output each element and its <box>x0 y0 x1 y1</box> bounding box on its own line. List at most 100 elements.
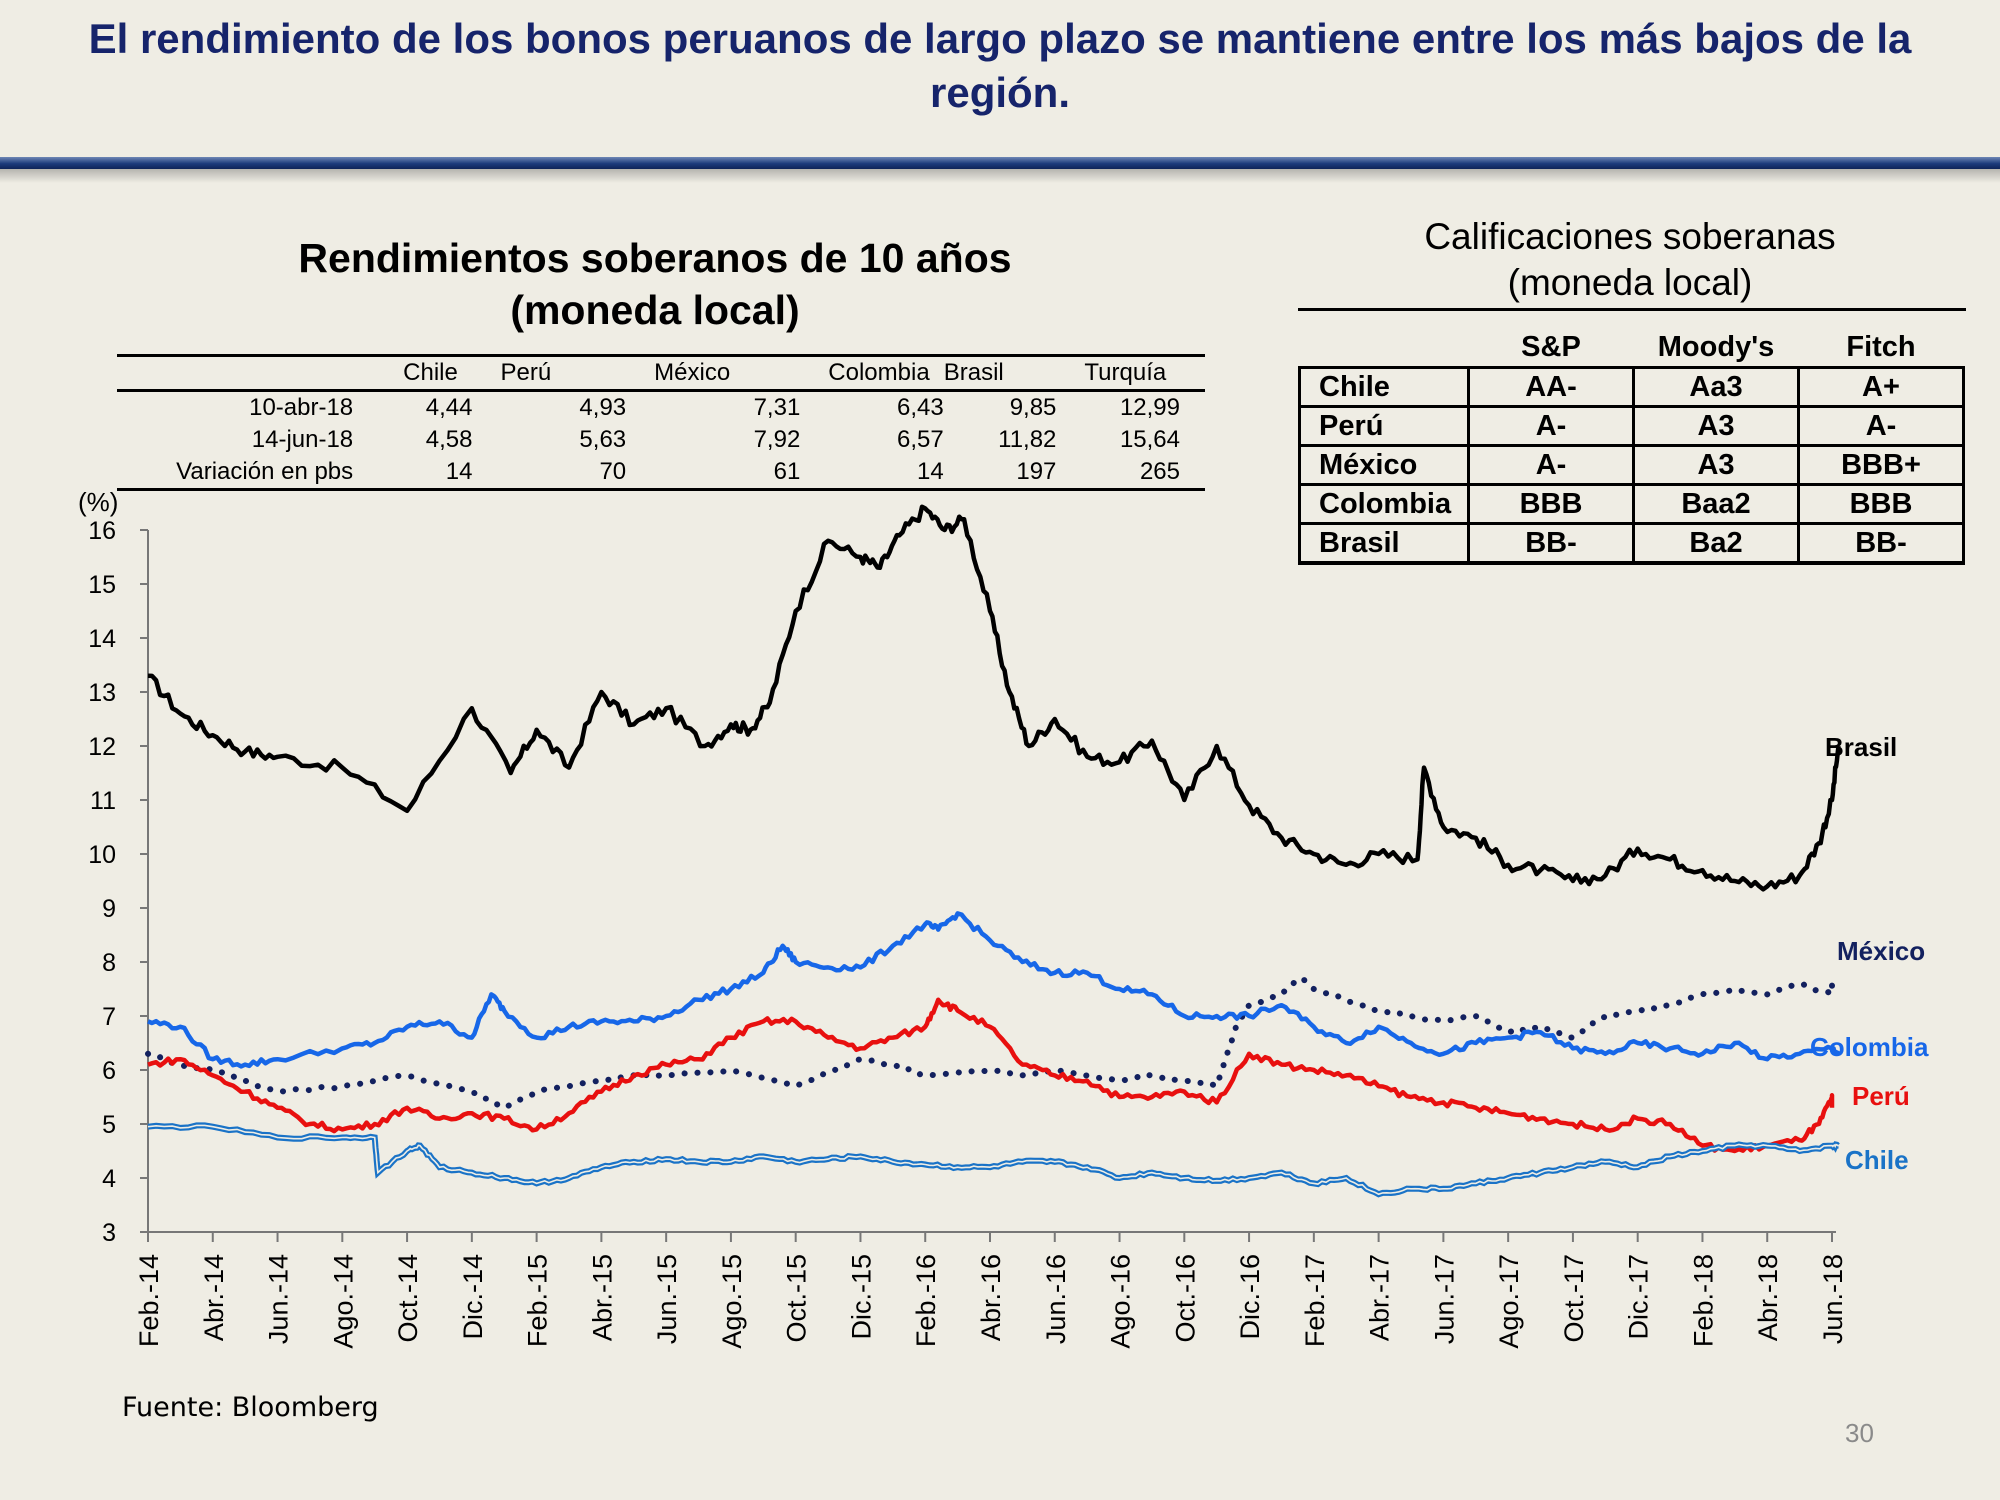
series-label-chile: Chile <box>1845 1145 1909 1175</box>
yield-cell: 12,99 <box>1119 394 1180 421</box>
yield-col-header: Brasil <box>943 359 1004 386</box>
ratings-country: Chile <box>1298 366 1470 408</box>
y-tick-label: 16 <box>88 517 116 545</box>
series-label-per: Perú <box>1852 1081 1910 1111</box>
ratings-row: Perú A- A3 A- <box>1298 405 1965 447</box>
yield-cell: 6,57 <box>897 426 944 453</box>
x-tick-label: Jun.-14 <box>264 1254 294 1344</box>
yield-col-header: Chile <box>403 359 458 386</box>
ratings-cell: A- <box>1797 405 1965 447</box>
series-line-colombia <box>147 911 1841 1069</box>
yield-cell: 197 <box>1016 458 1057 485</box>
ratings-row: Brasil BB- Ba2 BB- <box>1298 522 1965 565</box>
ratings-cell: BBB <box>1467 483 1635 525</box>
yield-table-row: 14-jun-18 4,58 5,63 7,92 6,57 11,82 15,6… <box>117 424 1205 456</box>
ratings-table: S&P Moody's Fitch Chile AA- Aa3 A+ Perú … <box>1298 328 1965 565</box>
ratings-cell: BB- <box>1797 522 1965 565</box>
x-tick-label: Jun.-18 <box>1818 1254 1848 1344</box>
slide-title: El rendimiento de los bonos peruanos de … <box>88 15 1912 116</box>
yield-table-row: 10-abr-18 4,44 4,93 7,31 6,43 9,85 12,99 <box>117 391 1205 425</box>
ratings-cell: A- <box>1467 444 1635 486</box>
y-tick-label: 13 <box>88 679 116 707</box>
yield-cell: 4,58 <box>425 426 473 453</box>
ratings-cell: A- <box>1467 405 1635 447</box>
title-divider-shadow <box>0 169 2000 183</box>
series-label-mxico: México <box>1837 936 1925 966</box>
y-tick-label: 9 <box>102 895 116 923</box>
x-tick-label: Jun.-15 <box>652 1254 682 1344</box>
ratings-cell: BBB <box>1797 483 1965 525</box>
source-note: Fuente: Bloomberg <box>122 1392 379 1423</box>
x-tick-label: Dic.-17 <box>1624 1254 1654 1340</box>
x-tick-label: Ago.-16 <box>1106 1254 1136 1349</box>
ratings-agency-header: Fitch <box>1846 330 1916 363</box>
x-tick-label: Feb.-17 <box>1300 1254 1330 1347</box>
yield-col-header: Perú <box>500 359 552 386</box>
x-tick-label: Abr.-14 <box>199 1254 229 1341</box>
x-tick-label: Dic.-15 <box>846 1254 876 1340</box>
chart-title-line2: (moneda local) <box>510 287 800 333</box>
yield-row-label: 14-jun-18 <box>251 426 354 453</box>
ratings-cell: BBB+ <box>1797 444 1965 486</box>
ratings-cell: A3 <box>1632 405 1800 447</box>
x-tick-label: Ago.-15 <box>717 1254 747 1349</box>
ratings-title-line1: Calificaciones soberanas <box>1424 216 1836 257</box>
ratings-cell: AA- <box>1467 366 1635 408</box>
x-tick-label: Abr.-18 <box>1753 1254 1783 1341</box>
series-line-inner-chile <box>147 1124 1839 1196</box>
ratings-cell: Aa3 <box>1632 366 1800 408</box>
title-divider-bar <box>0 157 2000 169</box>
x-tick-label: Feb.-14 <box>134 1254 164 1347</box>
ratings-agency-header: S&P <box>1521 330 1581 363</box>
series-line-mxico <box>145 974 1835 1111</box>
yield-cell: 14 <box>917 458 944 485</box>
y-tick-label: 8 <box>102 949 116 977</box>
yield-cell: 15,64 <box>1119 426 1180 453</box>
y-tick-label: 15 <box>88 571 116 599</box>
ratings-country: Colombia <box>1298 483 1470 525</box>
x-tick-label: Oct.-15 <box>782 1254 812 1343</box>
ratings-cell: Ba2 <box>1632 522 1800 565</box>
ratings-header: S&P Moody's Fitch <box>1300 328 1964 368</box>
x-tick-label: Oct.-17 <box>1559 1254 1589 1343</box>
series-label-brasil: Brasil <box>1825 732 1897 762</box>
x-tick-label: Dic.-16 <box>1235 1254 1265 1340</box>
series-line-per <box>147 997 1835 1154</box>
y-tick-label: 12 <box>88 733 116 761</box>
yield-col-header: México <box>654 359 731 386</box>
yield-cell: 7,92 <box>753 426 801 453</box>
x-tick-label: Feb.-18 <box>1688 1254 1718 1347</box>
yield-col-header: Colombia <box>828 359 930 386</box>
ratings-cell: A+ <box>1797 366 1965 408</box>
chart-title-line1: Rendimientos soberanos de 10 años <box>298 235 1012 281</box>
x-tick-label: Abr.-16 <box>976 1254 1006 1341</box>
ratings-cell: BB- <box>1467 522 1635 565</box>
yield-col-header: Turquía <box>1084 359 1167 386</box>
ratings-country: Brasil <box>1298 522 1470 565</box>
y-axis-label: (%) <box>78 487 118 517</box>
y-tick-label: 11 <box>90 787 116 815</box>
y-tick-label: 10 <box>88 841 116 869</box>
page-number: 30 <box>1845 1418 1874 1448</box>
chart-title: Rendimientos soberanos de 10 años (moned… <box>160 232 1150 336</box>
ratings-title-line2: (moneda local) <box>1507 262 1753 303</box>
y-tick-label: 7 <box>102 1003 116 1031</box>
yield-cell: 265 <box>1139 458 1180 485</box>
yield-cell: 4,93 <box>579 394 627 421</box>
yield-cell: 14 <box>445 458 473 485</box>
x-tick-label: Abr.-15 <box>587 1254 617 1341</box>
ratings-title: Calificaciones soberanas (moneda local) <box>1290 214 1970 306</box>
ratings-cell: Baa2 <box>1632 483 1800 525</box>
x-tick-label: Feb.-15 <box>523 1254 553 1347</box>
ratings-cell: A3 <box>1632 444 1800 486</box>
yield-table-row: Variación en pbs 14 70 61 14 197 265 <box>117 456 1205 490</box>
yield-table-header: Chile Perú México Colombia Brasil Turquí… <box>117 355 1205 391</box>
yield-row-label: Variación en pbs <box>176 458 354 485</box>
ratings-title-rule <box>1298 308 1966 311</box>
yield-row-label: 10-abr-18 <box>249 394 354 421</box>
yield-cell: 11,82 <box>998 426 1057 453</box>
ratings-agency-header: Moody's <box>1657 330 1775 363</box>
y-tick-label: 5 <box>102 1111 116 1139</box>
y-tick-label: 3 <box>102 1219 116 1247</box>
